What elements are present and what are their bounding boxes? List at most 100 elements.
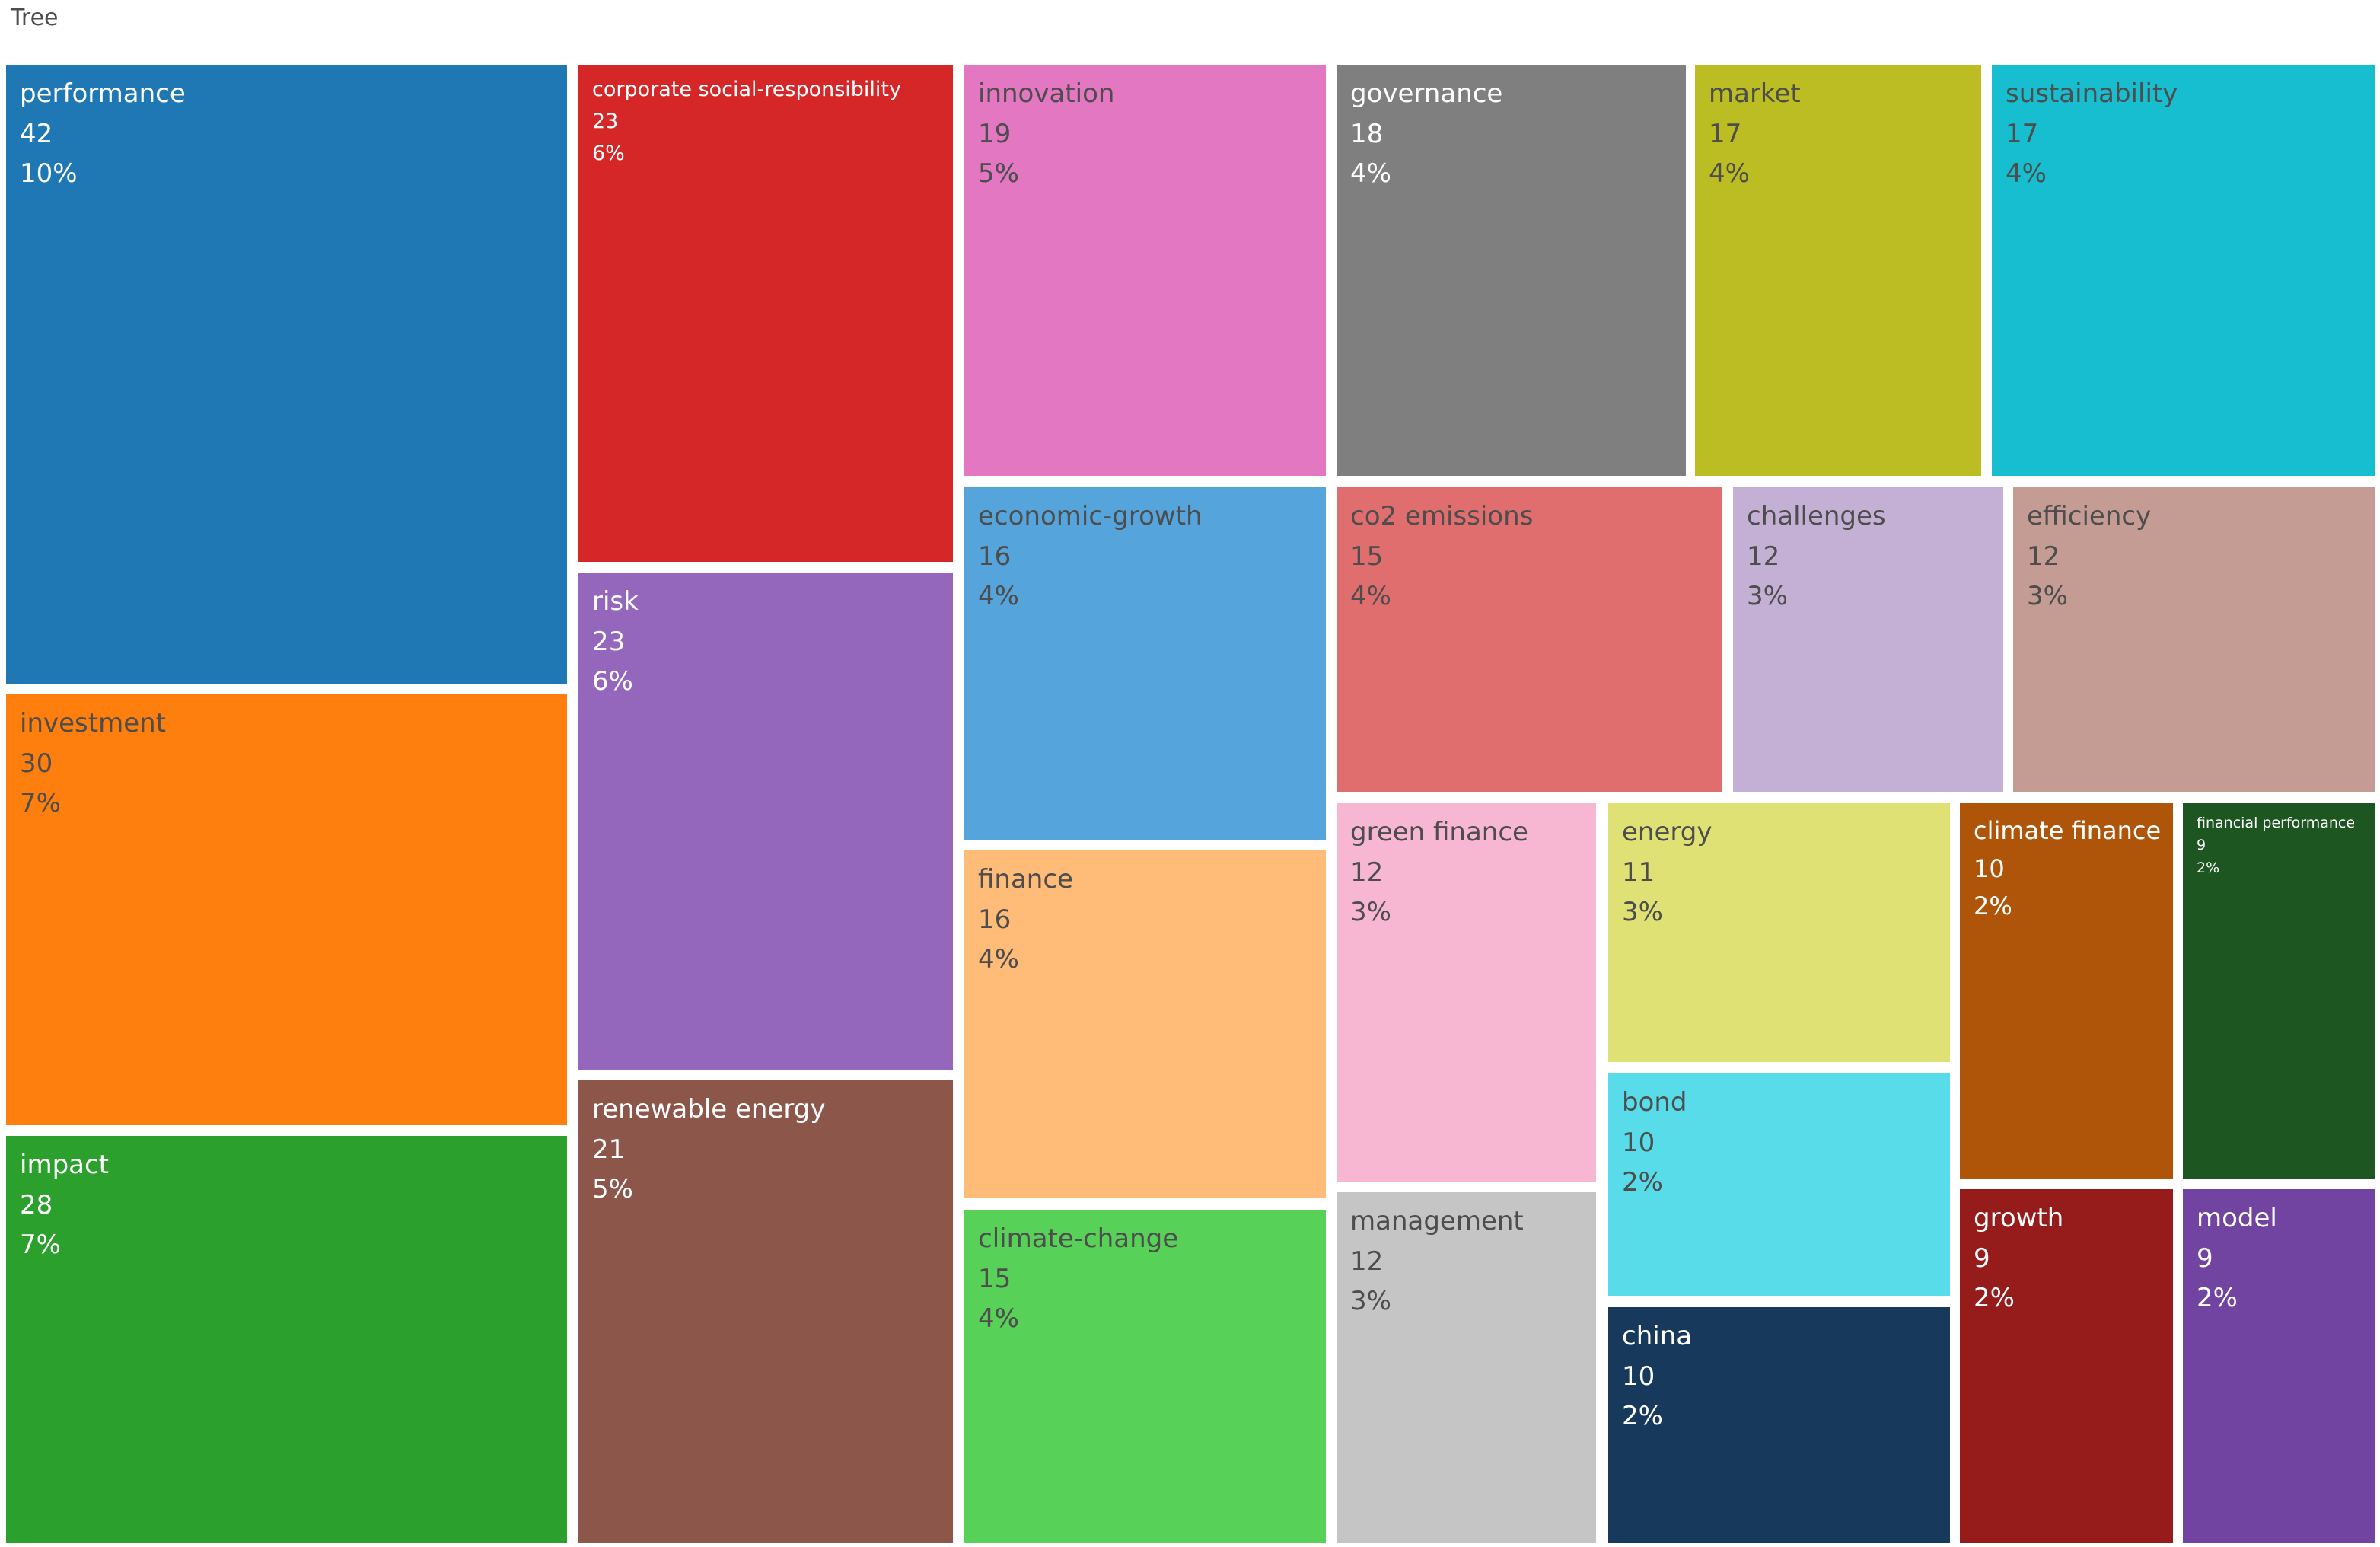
treemap-tile-financial-performance[interactable]: financial performance 9 2% <box>2183 803 2375 1179</box>
tile-percent: 5% <box>592 1174 633 1205</box>
treemap-tile-economic-growth[interactable]: economic-growth 16 4% <box>964 487 1326 840</box>
tile-value: 12 <box>1350 856 1384 888</box>
treemap-tile-china[interactable]: china 10 2% <box>1608 1307 1950 1543</box>
tile-value: 23 <box>592 626 626 657</box>
tile-value: 28 <box>20 1189 53 1220</box>
tile-value: 12 <box>2027 541 2060 572</box>
treemap-tile-risk[interactable]: risk 23 6% <box>578 573 953 1070</box>
tile-label: investment <box>20 708 166 738</box>
tile-value: 9 <box>2197 1242 2213 1274</box>
treemap-tile-impact[interactable]: impact 28 7% <box>6 1136 567 1543</box>
tile-percent: 2% <box>1974 1283 2015 1314</box>
tile-label: growth <box>1974 1203 2064 1233</box>
treemap-tile-performance[interactable]: performance 42 10% <box>6 65 567 684</box>
treemap-tile-bond[interactable]: bond 10 2% <box>1608 1073 1950 1296</box>
tile-value: 21 <box>592 1134 626 1165</box>
tile-label: green finance <box>1350 817 1528 847</box>
tile-percent: 2% <box>1974 892 2012 921</box>
tile-label: renewable energy <box>592 1094 826 1124</box>
tile-percent: 2% <box>2197 859 2220 876</box>
tile-percent: 7% <box>20 1230 61 1261</box>
tile-percent: 4% <box>978 1303 1019 1335</box>
treemap-tile-investment[interactable]: investment 30 7% <box>6 694 567 1125</box>
tile-percent: 4% <box>2006 158 2047 190</box>
tile-label: corporate social-responsibility <box>592 78 902 101</box>
chart-title: Tree <box>11 5 59 31</box>
tile-percent: 4% <box>1709 158 1750 190</box>
treemap-tile-efficiency[interactable]: efficiency 12 3% <box>2013 487 2375 792</box>
tile-label: efficiency <box>2027 501 2152 531</box>
tile-label: china <box>1622 1321 1693 1351</box>
tile-value: 12 <box>1747 541 1780 572</box>
tile-percent: 3% <box>1350 1286 1391 1317</box>
treemap-tile-sustainability[interactable]: sustainability 17 4% <box>1992 65 2375 476</box>
tile-label: energy <box>1622 817 1713 847</box>
tile-percent: 3% <box>2027 581 2068 612</box>
tile-percent: 3% <box>1622 897 1663 928</box>
tile-percent: 10% <box>20 158 78 190</box>
tile-value: 17 <box>2006 118 2039 149</box>
tile-percent: 5% <box>978 158 1019 190</box>
tile-percent: 2% <box>1622 1401 1663 1432</box>
tile-value: 15 <box>978 1263 1012 1294</box>
tile-label: bond <box>1622 1087 1687 1118</box>
treemap-tile-innovation[interactable]: innovation 19 5% <box>964 65 1326 476</box>
tile-value: 10 <box>1622 1127 1655 1158</box>
tile-percent: 6% <box>592 666 633 697</box>
tile-percent: 3% <box>1350 897 1391 928</box>
tile-value: 15 <box>1350 541 1384 572</box>
tile-value: 16 <box>978 541 1012 572</box>
tile-label: model <box>2197 1203 2277 1233</box>
tile-label: climate-change <box>978 1223 1179 1254</box>
tile-label: impact <box>20 1150 110 1180</box>
tile-label: co2 emissions <box>1350 501 1534 531</box>
treemap-tile-corporate-social-responsibility[interactable]: corporate social-responsibility 23 6% <box>578 65 953 562</box>
tile-value: 9 <box>2197 837 2206 854</box>
tile-percent: 4% <box>1350 158 1391 190</box>
tile-label: governance <box>1350 78 1503 109</box>
treemap-tile-challenges[interactable]: challenges 12 3% <box>1733 487 2003 792</box>
tile-percent: 3% <box>1747 581 1788 612</box>
tile-percent: 4% <box>978 581 1019 612</box>
tile-value: 12 <box>1350 1246 1384 1277</box>
tile-value: 42 <box>20 118 53 149</box>
tile-percent: 7% <box>20 788 61 819</box>
tile-value: 18 <box>1350 118 1384 149</box>
treemap-tile-finance[interactable]: finance 16 4% <box>964 850 1326 1198</box>
tile-percent: 2% <box>1622 1167 1663 1198</box>
treemap-tile-green-finance[interactable]: green finance 12 3% <box>1337 803 1596 1182</box>
treemap-tile-market[interactable]: market 17 4% <box>1695 65 1981 476</box>
tile-value: 10 <box>1622 1360 1655 1392</box>
treemap-tile-co2-emissions[interactable]: co2 emissions 15 4% <box>1337 487 1722 792</box>
tile-value: 11 <box>1622 856 1655 888</box>
tile-label: financial performance <box>2197 815 2356 831</box>
treemap-tile-management[interactable]: management 12 3% <box>1337 1192 1596 1543</box>
treemap-tile-renewable-energy[interactable]: renewable energy 21 5% <box>578 1080 953 1543</box>
treemap-tile-climate-change[interactable]: climate-change 15 4% <box>964 1210 1326 1543</box>
tile-value: 10 <box>1974 853 2005 883</box>
tile-percent: 2% <box>2197 1283 2238 1314</box>
tile-value: 9 <box>1974 1242 1990 1274</box>
tile-value: 19 <box>978 118 1012 149</box>
tile-value: 23 <box>592 109 619 133</box>
treemap-tile-energy[interactable]: energy 11 3% <box>1608 803 1950 1062</box>
tile-label: performance <box>20 78 186 109</box>
tile-percent: 6% <box>592 141 625 165</box>
tile-label: risk <box>592 586 639 617</box>
treemap-tile-climate-finance[interactable]: climate finance 10 2% <box>1960 803 2173 1179</box>
treemap-tile-governance[interactable]: governance 18 4% <box>1337 65 1686 476</box>
tile-label: sustainability <box>2006 78 2178 109</box>
tile-label: finance <box>978 864 1073 895</box>
tile-label: climate finance <box>1974 816 2162 845</box>
tile-percent: 4% <box>978 944 1019 975</box>
tile-value: 17 <box>1709 118 1742 149</box>
treemap-tile-growth[interactable]: growth 9 2% <box>1960 1189 2173 1543</box>
tile-label: challenges <box>1747 501 1886 531</box>
tile-label: economic-growth <box>978 501 1203 531</box>
tile-label: innovation <box>978 78 1115 109</box>
treemap-tile-model[interactable]: model 9 2% <box>2183 1189 2375 1543</box>
tile-percent: 4% <box>1350 581 1391 612</box>
tile-value: 16 <box>978 904 1012 935</box>
tile-label: market <box>1709 78 1801 109</box>
